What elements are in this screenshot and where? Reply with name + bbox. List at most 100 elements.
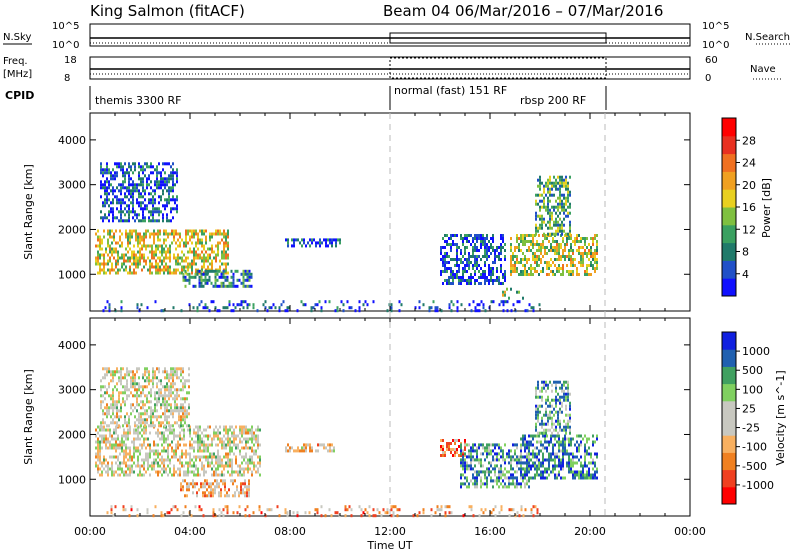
power-echo-region	[102, 300, 541, 313]
nave-tick-top: 60	[705, 55, 718, 66]
power-colorbar-tick-label: 16	[742, 201, 756, 214]
velocity-data-cells	[95, 367, 598, 518]
velocity-colorbar-segment	[722, 418, 736, 436]
velocity-ytick-label: 2000	[58, 428, 86, 441]
velocity-colorbar-segment	[722, 452, 736, 471]
power-colorbar-segment	[722, 171, 736, 190]
velocity-colorbar-segment	[722, 349, 736, 367]
velocity-colorbar-segment	[722, 366, 736, 385]
power-colorbar-tick-label: 24	[742, 157, 756, 170]
velocity-colorbar-tick-label: -25	[742, 422, 760, 435]
velocity-echo-region	[180, 479, 250, 498]
velocity-ylabel: Slant Range [km]	[22, 369, 35, 465]
velocity-colorbar-tick-label: -100	[742, 441, 767, 454]
velocity-ytick-label: 3000	[58, 384, 86, 397]
velocity-colorbar-tick-label: -500	[742, 460, 767, 473]
freq-unit-label: [MHz]	[3, 69, 32, 80]
power-ylabel: Slant Range [km]	[22, 164, 35, 260]
time-tick-label: 12:00	[374, 525, 406, 538]
power-axes: 1000 2000 3000 4000	[58, 113, 691, 311]
power-colorbar-segment	[722, 135, 736, 155]
velocity-echo-region	[285, 443, 335, 453]
velocity-colorbar-tick-label: 25	[742, 402, 756, 415]
power-echo-region	[510, 234, 598, 276]
cpid-segment-normal: normal (fast) 151 RF	[394, 84, 507, 97]
cpid-label: CPID	[5, 89, 34, 102]
freq-panel: Freq. [MHz] 18 8 60 0 Nave	[3, 55, 783, 84]
freq-tick-top: 18	[64, 55, 77, 66]
velocity-colorbar-segment	[722, 383, 736, 402]
power-colorbar-segment	[722, 189, 736, 208]
cpid-segment-rbsp: rbsp 200 RF	[520, 94, 586, 107]
power-colorbar-segment	[722, 224, 736, 244]
beam-title: Beam 04	[383, 2, 450, 20]
power-echo-region	[535, 175, 571, 236]
power-colorbar-segment	[722, 242, 736, 261]
power-echo-region	[285, 238, 341, 248]
time-tick-label: 16:00	[474, 525, 506, 538]
power-ytick-label: 2000	[58, 223, 86, 236]
velocity-echo-region	[520, 434, 598, 480]
velocity-colorbar-segment	[722, 400, 736, 419]
power-colorbar-segment	[722, 153, 736, 172]
power-colorbar-label: Power [dB]	[760, 178, 773, 238]
velocity-ytick-label: 1000	[58, 473, 86, 486]
nsearch-tick-top: 10^5	[702, 21, 729, 32]
velocity-echo-region	[106, 505, 539, 518]
power-colorbar-tick-label: 28	[742, 134, 756, 147]
date-range-title: 06/Mar/2016 – 07/Mar/2016	[455, 2, 663, 20]
station-title: King Salmon (fitACF)	[90, 2, 245, 20]
velocity-echo-region	[95, 425, 261, 477]
time-tick-label: 08:00	[274, 525, 306, 538]
nsearch-label: N.Search	[745, 32, 790, 43]
power-colorbar: 28 24 20 16 12 8 4 Power [dB]	[721, 117, 773, 297]
velocity-colorbar-segment	[722, 435, 736, 453]
power-echo-region	[440, 234, 506, 285]
power-ytick-label: 1000	[58, 268, 86, 281]
nsearch-tick-bottom: 10^0	[702, 40, 729, 51]
cpid-row: CPID themis 3300 RF normal (fast) 151 RF…	[5, 84, 607, 110]
velocity-colorbar-segment	[722, 486, 736, 505]
power-colorbar-tick-label: 4	[742, 268, 749, 281]
velocity-panel: 1000 2000 3000 4000 Slant Range [km] 1000 50…	[22, 317, 787, 518]
freq-tick-bottom: 8	[64, 73, 70, 84]
power-echo-region	[182, 269, 253, 288]
time-tick-label: 04:00	[174, 525, 206, 538]
velocity-colorbar-tick-label: 100	[742, 383, 763, 396]
cpid-change-markers	[389, 113, 606, 516]
velocity-colorbar-tick-label: 500	[742, 364, 763, 377]
time-tick-label: 00:00	[74, 525, 106, 538]
power-echo-region	[95, 229, 229, 275]
power-colorbar-segment	[722, 278, 736, 297]
velocity-axes: 1000 2000 3000 4000	[58, 318, 691, 516]
power-colorbar-segment	[722, 260, 736, 279]
nave-label: Nave	[750, 64, 776, 75]
power-colorbar-segment	[722, 207, 736, 226]
velocity-colorbar-tick-label: -1000	[742, 479, 774, 492]
power-ytick-label: 3000	[58, 179, 86, 192]
power-data-cells	[95, 162, 598, 313]
nsky-tick-top: 10^5	[52, 21, 79, 32]
velocity-echo-region	[440, 439, 466, 457]
power-panel: 1000 2000 3000 4000 Slant Range [km] 28 24 20…	[22, 112, 773, 313]
velocity-ytick-label: 4000	[58, 339, 86, 352]
freq-label: Freq.	[3, 56, 28, 67]
time-tick-label: 20:00	[574, 525, 606, 538]
power-ytick-label: 4000	[58, 134, 86, 147]
nsky-panel: N.Sky 10^5 10^0 10^5 10^0 N.Search	[3, 21, 790, 51]
power-colorbar-tick-label: 12	[742, 223, 756, 236]
nave-tick-bottom: 0	[705, 73, 711, 84]
time-tick-label: 00:00	[674, 525, 706, 538]
power-echo-region	[502, 287, 524, 300]
velocity-colorbar-segment	[722, 469, 736, 488]
time-axis-label: Time UT	[366, 539, 412, 552]
velocity-echo-region	[100, 367, 190, 428]
cpid-segment-themis: themis 3300 RF	[95, 94, 182, 107]
nsky-label: N.Sky	[3, 32, 31, 43]
velocity-colorbar-label: Velocity [m s^-1]	[774, 370, 787, 465]
power-colorbar-tick-label: 8	[742, 246, 749, 259]
power-colorbar-segment	[722, 118, 736, 137]
velocity-echo-region	[535, 380, 571, 435]
power-colorbar-tick-label: 20	[742, 179, 756, 192]
